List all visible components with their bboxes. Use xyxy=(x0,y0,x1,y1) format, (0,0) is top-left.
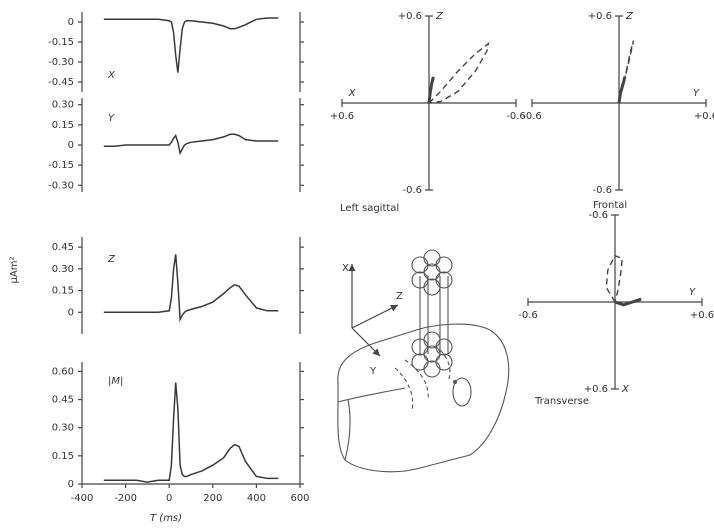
y-axis-label: μAm² xyxy=(9,257,20,284)
y-tick-label: -0.15 xyxy=(48,160,74,171)
x-tick-label: +0.6 xyxy=(330,111,354,122)
axis-arrow xyxy=(351,327,381,357)
x-tick-label: -0.6 xyxy=(506,111,526,122)
y-tick-label: +0.6 xyxy=(398,11,422,22)
series-line xyxy=(103,133,279,156)
y-tick-label: -0.15 xyxy=(48,37,74,48)
y-axis-label: Z xyxy=(625,11,634,22)
heart-outline xyxy=(394,349,451,411)
y-tick-label: +0.6 xyxy=(588,11,612,22)
series-line xyxy=(103,17,279,73)
chart-title: Left sagittal xyxy=(340,203,399,214)
x-tick-label: -400 xyxy=(71,493,94,504)
y-tick-label: 0.30 xyxy=(52,264,74,275)
x-tick-label: 200 xyxy=(203,493,222,504)
sensor-array xyxy=(411,249,453,378)
loop-line xyxy=(428,41,490,104)
x-tick-label: 600 xyxy=(290,493,309,504)
y-tick-label: 0.45 xyxy=(52,242,74,253)
torso xyxy=(337,323,510,473)
series-label: Y xyxy=(108,113,115,124)
marker-dot xyxy=(453,380,457,384)
x-tick-label: +0.6 xyxy=(694,111,714,122)
axis-arrow xyxy=(351,304,399,329)
y-tick-label: -0.6 xyxy=(588,210,608,221)
y-tick-label: -0.6 xyxy=(592,185,612,196)
y-tick-label: -0.30 xyxy=(48,180,74,191)
x-axis-label: Y xyxy=(689,287,696,298)
chart-title: Transverse xyxy=(534,396,589,407)
y-tick-label: +0.6 xyxy=(584,384,608,395)
loop-line xyxy=(617,76,627,104)
y-tick-label: 0.45 xyxy=(52,395,74,406)
y-tick-label: 0 xyxy=(68,140,74,151)
loop-line xyxy=(605,254,624,303)
x-axis-label: T (ms) xyxy=(150,513,182,524)
y-tick-label: 0 xyxy=(68,17,74,28)
diagram: X Z Y xyxy=(337,249,510,473)
arm-stump xyxy=(452,377,472,407)
diagram-axis-label: X xyxy=(342,263,349,274)
series-label: |M| xyxy=(108,376,123,387)
x-axis-label: Y xyxy=(693,88,700,99)
y-tick-label: -0.6 xyxy=(402,185,422,196)
x-tick-label: 0 xyxy=(166,493,172,504)
loop-line xyxy=(427,76,435,104)
x-tick-label: +0.6 xyxy=(690,310,714,321)
x-axis-label: X xyxy=(348,88,357,99)
y-tick-label: 0.30 xyxy=(52,423,74,434)
x-tick-label: 400 xyxy=(247,493,266,504)
series-label: X xyxy=(107,70,116,81)
series-label: Z xyxy=(107,254,116,265)
loop-line xyxy=(614,297,642,307)
y-tick-label: 0.60 xyxy=(52,366,74,377)
x-tick-label: -0.6 xyxy=(522,111,542,122)
y-axis-label: Z xyxy=(435,11,444,22)
y-tick-label: 0 xyxy=(68,307,74,318)
y-tick-label: 0.30 xyxy=(52,100,74,111)
y-tick-label: 0 xyxy=(68,479,74,490)
diagram-axis-label: Y xyxy=(369,366,377,377)
series-line xyxy=(103,254,279,323)
y-tick-label: 0.15 xyxy=(52,286,74,297)
torso-detail xyxy=(337,387,406,461)
chart-title: Frontal xyxy=(593,200,627,211)
x-tick-label: -200 xyxy=(114,493,137,504)
y-tick-label: 0.15 xyxy=(52,120,74,131)
diagram-axis-label: Z xyxy=(396,291,403,302)
y-tick-label: -0.30 xyxy=(48,57,74,68)
x-tick-label: -0.6 xyxy=(518,310,538,321)
series-line xyxy=(103,382,279,483)
y-tick-label: 0.15 xyxy=(52,451,74,462)
y-axis-label: X xyxy=(621,384,630,395)
y-tick-label: -0.45 xyxy=(48,77,74,88)
